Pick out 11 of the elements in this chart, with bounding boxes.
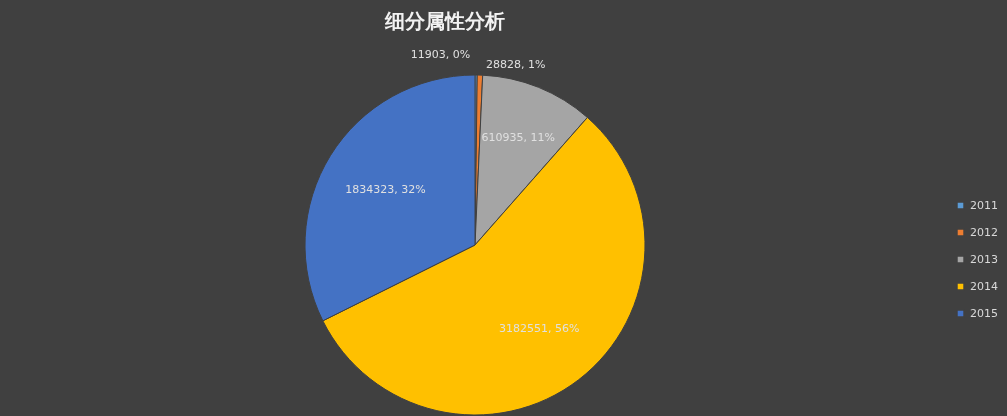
data-label: 3182551, 56% <box>499 321 580 335</box>
chart-title: 细分属性分析 <box>384 9 505 33</box>
legend-label: 2015 <box>970 306 998 320</box>
legend-label: 2012 <box>970 225 998 239</box>
legend-label: 2011 <box>970 198 998 212</box>
data-label: 1834323, 32% <box>345 182 426 196</box>
data-label: 28828, 1% <box>486 58 546 72</box>
legend-label: 2014 <box>970 279 998 293</box>
data-label: 610935, 11% <box>481 130 555 144</box>
data-label: 11903, 0% <box>410 48 471 61</box>
legend-label: 2013 <box>970 252 998 266</box>
